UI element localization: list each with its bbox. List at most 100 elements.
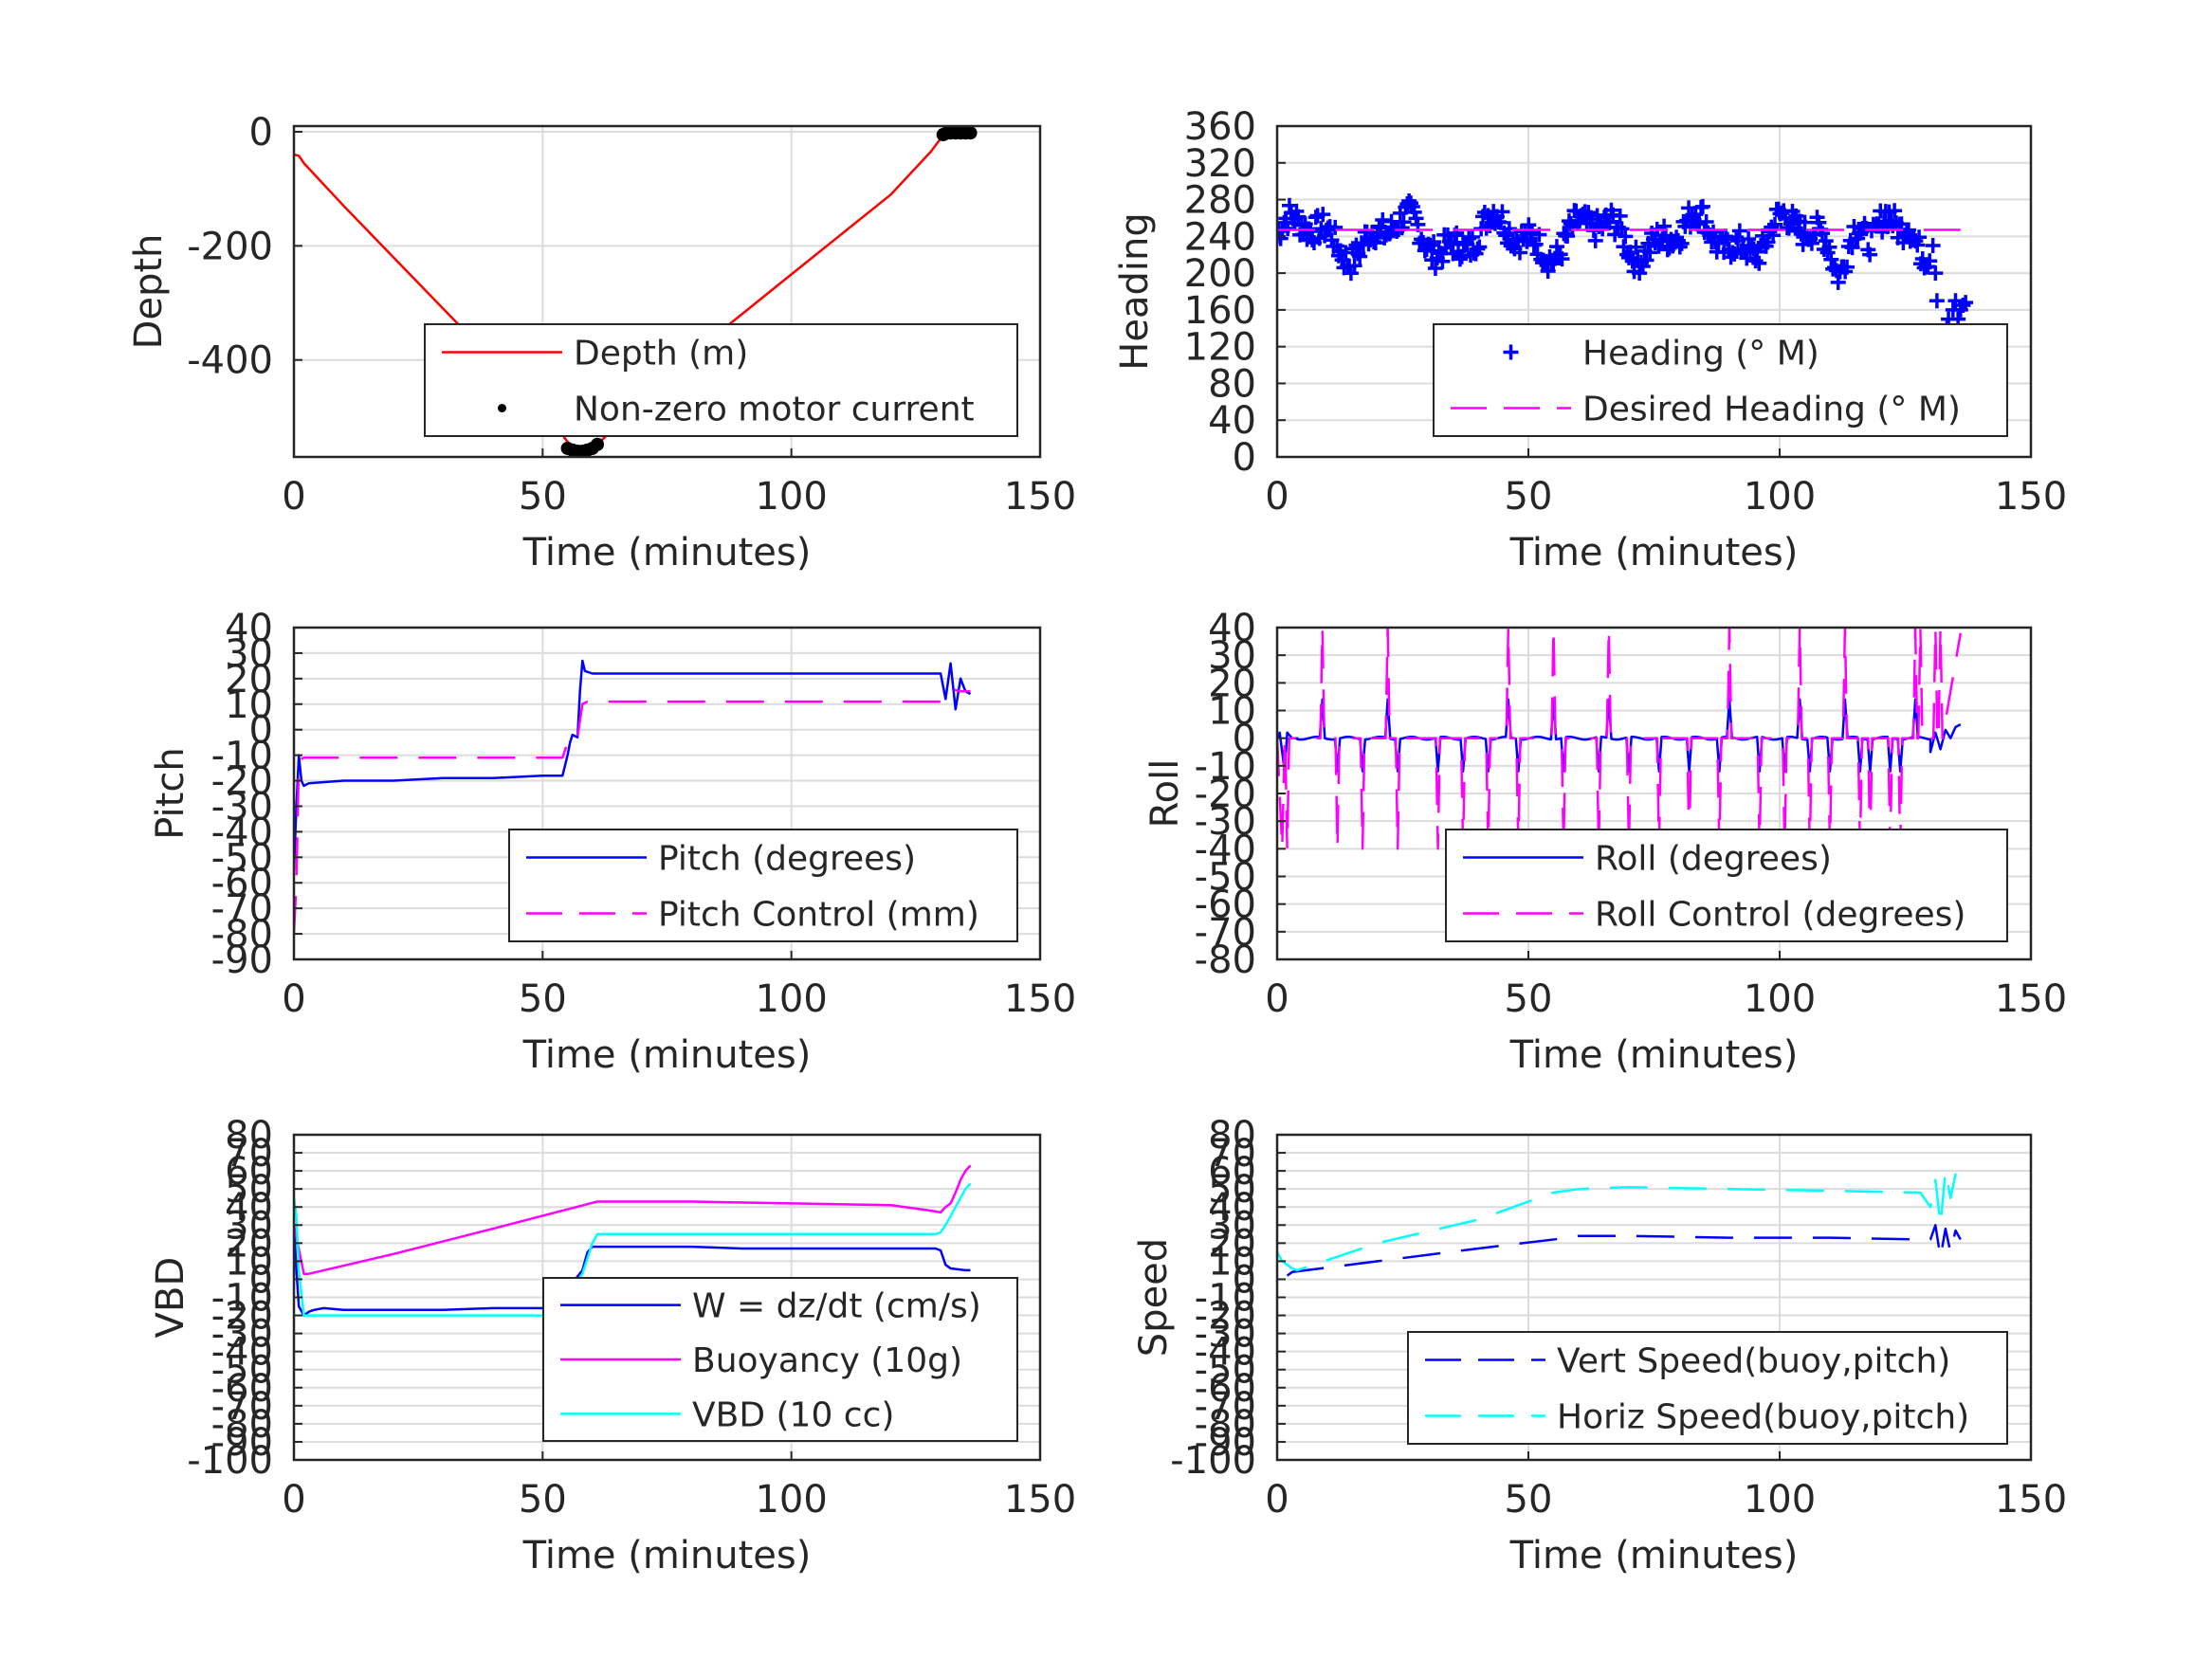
y-tick-label: 80 [225, 1114, 273, 1158]
data-layer [1277, 1169, 1962, 1277]
series-heading-m-point [1352, 248, 1368, 264]
legend-label: W = dz/dt (cm/s) [692, 1287, 981, 1326]
legend-label: Buoyancy (10g) [692, 1341, 962, 1380]
y-tick-label: 240 [1184, 215, 1256, 259]
series-heading-m-point [1494, 204, 1510, 220]
y-tick-label: -10 [211, 1277, 273, 1321]
x-tick-label: 100 [1744, 1478, 1816, 1522]
y-tick-label: 40 [225, 1186, 273, 1230]
x-tick-label: 50 [1505, 475, 1553, 519]
y-tick-label: 200 [1184, 252, 1256, 296]
series-heading-m-point [1731, 223, 1747, 239]
series-heading-m-point [1327, 219, 1344, 235]
y-tick-label: 70 [225, 1132, 273, 1176]
series-heading-m-point [1452, 251, 1468, 267]
y-tick-label: -10 [1195, 745, 1256, 789]
x-tick-label: 150 [1004, 1478, 1076, 1522]
series-heading-m-point [1614, 221, 1630, 237]
y-tick-label: -90 [211, 1421, 273, 1465]
y-tick-label: 80 [1208, 362, 1256, 406]
data-layer [1277, 193, 1974, 419]
legend-label: Roll Control (degrees) [1595, 896, 1965, 935]
y-tick-label: 20 [1208, 1222, 1256, 1266]
y-tick-label: 60 [1208, 1150, 1256, 1194]
series-heading-m-point [1823, 251, 1839, 267]
y-tick-label: -90 [1195, 1421, 1256, 1465]
y-tick-label: 40 [1208, 399, 1256, 443]
x-tick-label: 50 [519, 1478, 567, 1522]
series-pitch-degrees-line [294, 659, 972, 870]
series-heading-m-point [1315, 207, 1331, 223]
series-heading-m-point [1656, 218, 1673, 234]
y-tick-label: -70 [1195, 1385, 1256, 1429]
series-heading-m-point [1839, 259, 1856, 275]
series-heading-m-point [1560, 228, 1576, 245]
legend-label: Pitch Control (mm) [658, 896, 979, 935]
x-tick-label: 150 [1004, 475, 1076, 519]
x-tick-label: 50 [1505, 977, 1553, 1021]
y-tick-label: -80 [211, 1403, 273, 1447]
series-heading-m-point [1443, 236, 1459, 252]
y-axis-label: Depth [127, 234, 171, 350]
y-tick-label: -90 [211, 939, 273, 982]
series-heading-m-point [1426, 234, 1442, 250]
x-axis-label: Time (minutes) [522, 1534, 812, 1577]
x-tick-label: 0 [1265, 1478, 1289, 1522]
y-tick-label: -200 [187, 225, 273, 268]
x-tick-label: 0 [1265, 475, 1289, 519]
y-tick-label: -50 [211, 1349, 273, 1393]
y-tick-label: 280 [1184, 179, 1256, 223]
series-non-zero-motor-current-point [591, 437, 605, 451]
series-heading-m-point [1739, 250, 1755, 266]
series-heading-m-point [1821, 239, 1837, 255]
legend-label: VBD (10 cc) [692, 1395, 894, 1434]
series-heading-m-point [1900, 222, 1916, 238]
y-tick-label: 320 [1184, 142, 1256, 186]
y-tick-label: 30 [225, 632, 273, 676]
legend-label: Roll (degrees) [1595, 840, 1832, 879]
y-tick-label: 60 [225, 1150, 273, 1194]
y-tick-label: 30 [1208, 634, 1256, 678]
y-tick-label: 0 [1233, 1258, 1256, 1302]
y-tick-label: 0 [249, 111, 273, 155]
legend-label: Non-zero motor current [574, 391, 975, 429]
series-heading-m-point [1922, 253, 1938, 269]
y-tick-label: -80 [211, 913, 273, 957]
y-tick-label: 50 [1208, 1168, 1256, 1212]
legend-box [1407, 1331, 2008, 1445]
series-heading-m-point [1803, 235, 1819, 251]
series-heading-m-point [1797, 214, 1813, 230]
series-vert-speed-buoy-pitch-line [1286, 1224, 1962, 1277]
series-heading-m-point [1955, 298, 1971, 314]
panel-vbd: 0 50 100 150-100-90-80-70-60-50-40-30-20-10… [149, 1114, 1076, 1577]
legend: Pitch (degrees) Pitch Control (mm) [508, 829, 1018, 942]
y-tick-label: -50 [1195, 856, 1256, 900]
y-tick-label: 20 [225, 658, 273, 702]
y-tick-label: -80 [1195, 939, 1256, 982]
series-heading-m-point [1350, 246, 1366, 262]
y-tick-label: -70 [211, 1385, 273, 1429]
series-heading-m-point [1470, 241, 1486, 257]
series-heading-m-point [1427, 260, 1443, 276]
series-heading-m-point [1730, 233, 1746, 249]
panel-speed: 0 50 100 150-100-90-80-70-60-50-40-30-20-10… [1132, 1114, 2067, 1577]
x-tick-label: 150 [1995, 1478, 2067, 1522]
y-tick-label: -80 [1195, 1403, 1256, 1447]
y-tick-label: -20 [1195, 1295, 1256, 1339]
y-tick-label: -40 [1195, 828, 1256, 871]
series-heading-m-point [1958, 295, 1974, 311]
legend-label: Horiz Speed(buoy,pitch) [1557, 1398, 1969, 1437]
y-tick-label: -40 [1195, 1331, 1256, 1375]
legend-swatch [1503, 344, 1519, 360]
x-tick-label: 0 [282, 977, 305, 1021]
y-axis-label: Pitch [149, 747, 192, 839]
series-heading-m-point [1618, 228, 1634, 245]
x-tick-label: 100 [1744, 977, 1816, 1021]
series-heading-m-point [1472, 239, 1488, 255]
x-tick-label: 100 [755, 977, 827, 1021]
x-tick-label: 0 [282, 475, 305, 519]
panel-pitch: 0 50 100 150-90-80-70-60-50-40-30-20-100102… [149, 607, 1076, 1077]
axes-frame [292, 124, 1042, 459]
y-tick-label: -70 [1195, 911, 1256, 955]
y-tick-label: 0 [1233, 436, 1256, 480]
